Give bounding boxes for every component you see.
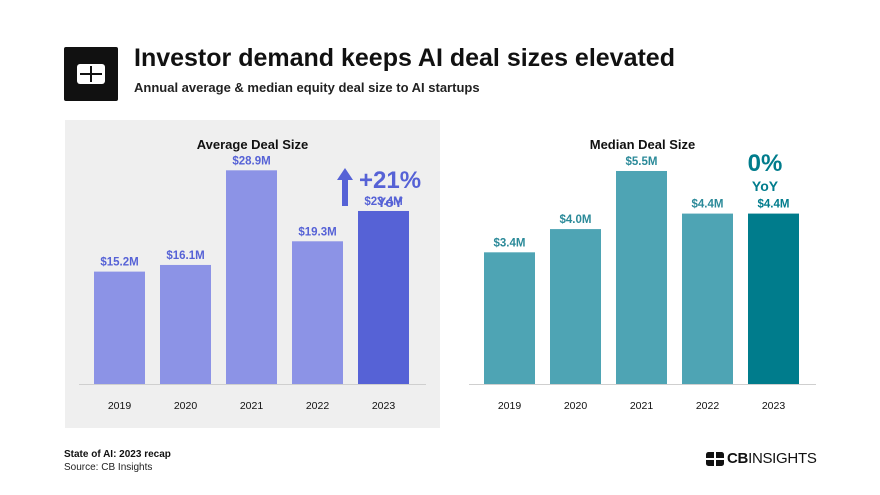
average-bar-2023 [358, 210, 409, 384]
average-tick-label-2022: 2022 [306, 400, 330, 412]
median-deal-size-chart: $3.4M 2019 $4.0M 2020 $5.5M 2021 $4.4M 2022 $4.4… [469, 156, 816, 412]
median-tick-label-2019: 2019 [498, 400, 522, 412]
median-yoy-value: 0% [747, 150, 783, 177]
average-yoy-value: +21% [359, 167, 422, 194]
average-yoy-label: YoY [376, 194, 404, 210]
arrow-up-icon [337, 168, 353, 206]
median-chart-title: Median Deal Size [589, 137, 696, 152]
median-deal-size-panel: Median Deal Size $3.4M 2019 $4.0M 2020 $5.5M… [455, 120, 830, 428]
median-bar-2019 [484, 252, 535, 384]
brand-logo: CBINSIGHTS [706, 450, 817, 467]
median-value-label-2021: $5.5M [626, 156, 658, 168]
cb-insights-logo [64, 47, 118, 101]
median-yoy-label: YoY [751, 178, 779, 194]
median-tick-label-2023: 2023 [762, 400, 786, 412]
cb-insights-brand-icon [706, 451, 724, 466]
median-bar-2020 [550, 229, 601, 384]
average-value-label-2023: $23.4M [364, 196, 402, 208]
source-note: Source: CB Insights [64, 462, 153, 473]
median-bar-2021 [616, 170, 667, 384]
average-value-label-2020: $16.1M [166, 250, 204, 262]
median-value-label-2023: $4.4M [758, 199, 790, 211]
brand-wordmark-bold: CB [727, 450, 749, 467]
brand-wordmark-rest: INSIGHTS [748, 450, 817, 467]
median-value-label-2019: $3.4M [494, 237, 526, 249]
report-title: State of AI: 2023 recap [64, 449, 171, 460]
median-bar-2022 [682, 213, 733, 384]
median-tick-label-2022: 2022 [696, 400, 720, 412]
median-yoy-annotation: 0% YoY [740, 150, 790, 194]
average-tick-label-2019: 2019 [108, 400, 132, 412]
average-deal-size-panel: Average Deal Size $15.2M 2019 $16.1M 2020 $2… [65, 120, 440, 428]
average-tick-label-2020: 2020 [174, 400, 198, 412]
average-bar-2020 [160, 264, 211, 384]
median-tick-label-2020: 2020 [564, 400, 588, 412]
median-value-label-2022: $4.4M [692, 199, 724, 211]
average-value-label-2021: $28.9M [232, 155, 270, 167]
average-yoy-annotation: +21% YoY [337, 168, 421, 210]
average-bar-2019 [94, 271, 145, 384]
average-deal-size-chart: $15.2M 2019 $16.1M 2020 $28.9M 2021 $19.3M 2022… [79, 155, 426, 412]
page-title: Investor demand keeps AI deal sizes elev… [134, 44, 675, 72]
average-value-label-2019: $15.2M [100, 257, 138, 269]
average-tick-label-2023: 2023 [372, 400, 396, 412]
average-bar-2022 [292, 241, 343, 384]
page-subtitle: Annual average & median equity deal size… [134, 80, 480, 95]
average-value-label-2022: $19.3M [298, 226, 336, 238]
median-bar-2023 [748, 213, 799, 384]
median-value-label-2020: $4.0M [560, 214, 592, 226]
average-tick-label-2021: 2021 [240, 400, 264, 412]
average-bar-2021 [226, 170, 277, 384]
cb-insights-logo-icon [77, 64, 105, 84]
median-tick-label-2021: 2021 [630, 400, 654, 412]
brand-wordmark: CBINSIGHTS [727, 450, 817, 467]
average-chart-title: Average Deal Size [196, 137, 309, 152]
